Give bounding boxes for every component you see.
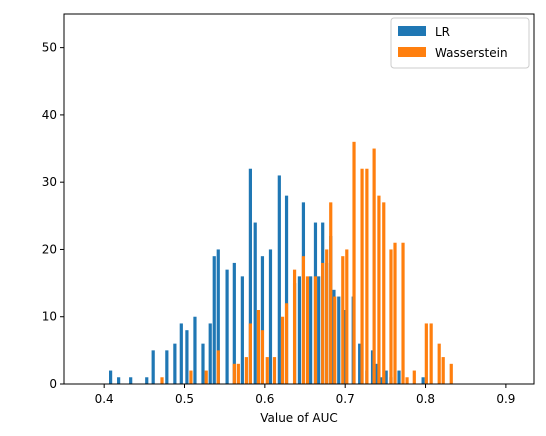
bar-wasserstein bbox=[216, 350, 220, 384]
bar-lr bbox=[225, 269, 229, 384]
bar-lr bbox=[309, 276, 313, 384]
bar-lr bbox=[337, 296, 341, 384]
bar-wasserstein bbox=[405, 377, 409, 384]
bar-wasserstein bbox=[313, 276, 318, 384]
y-tick-label: 10 bbox=[42, 310, 57, 324]
bar-wasserstein bbox=[329, 202, 333, 384]
bar-wasserstein bbox=[272, 357, 277, 384]
bar-lr bbox=[185, 330, 189, 384]
bar-wasserstein bbox=[352, 141, 356, 384]
bar-lr bbox=[268, 249, 273, 384]
bar-lr bbox=[212, 256, 216, 384]
x-axis: 0.4 0.5 0.6 0.7 0.8 0.9 bbox=[95, 384, 515, 406]
y-tick-label: 40 bbox=[42, 108, 57, 122]
bar-wasserstein bbox=[204, 370, 208, 384]
bar-lr bbox=[145, 377, 149, 384]
bar-lr bbox=[165, 350, 169, 384]
x-tick-label: 0.7 bbox=[336, 392, 355, 406]
bar-lr bbox=[260, 256, 265, 384]
bar-lr bbox=[370, 350, 375, 384]
bar-wasserstein bbox=[284, 303, 289, 384]
bar-wasserstein bbox=[437, 343, 441, 384]
legend-swatch-wasserstein bbox=[398, 47, 426, 57]
bar-wasserstein bbox=[260, 330, 265, 384]
bar-lr bbox=[374, 363, 379, 384]
bar-wasserstein bbox=[248, 323, 252, 384]
bar-wasserstein bbox=[265, 357, 269, 384]
bar-wasserstein bbox=[325, 249, 329, 384]
bar-wasserstein bbox=[160, 377, 164, 384]
bar-wasserstein bbox=[424, 323, 428, 384]
bar-lr bbox=[317, 276, 321, 384]
legend-label-wasserstein: Wasserstein bbox=[435, 46, 508, 60]
bar-lr bbox=[117, 377, 121, 384]
bar-wasserstein bbox=[321, 262, 325, 384]
bar-wasserstein bbox=[372, 148, 376, 384]
bar-lr bbox=[151, 350, 155, 384]
bar-wasserstein bbox=[301, 256, 306, 384]
plot-frame bbox=[63, 13, 535, 385]
x-tick-label: 0.5 bbox=[175, 392, 194, 406]
bar-lr bbox=[193, 316, 197, 384]
bar-wasserstein bbox=[441, 357, 445, 384]
bar-lr bbox=[208, 323, 212, 384]
bar-lr bbox=[253, 222, 257, 384]
bar-wasserstein bbox=[189, 370, 193, 384]
legend: LR Wasserstein bbox=[390, 17, 530, 69]
y-axis: 0 10 20 30 40 50 bbox=[42, 41, 64, 391]
bar-lr bbox=[248, 168, 252, 384]
bar-lr bbox=[384, 370, 388, 384]
bars-layer bbox=[109, 141, 453, 384]
legend-swatch-lr bbox=[398, 26, 426, 36]
y-tick-label: 50 bbox=[42, 41, 57, 55]
legend-box bbox=[390, 17, 530, 69]
bar-lr bbox=[129, 377, 133, 384]
bar-wasserstein bbox=[345, 249, 349, 384]
x-tick-label: 0.9 bbox=[496, 392, 515, 406]
bar-lr bbox=[240, 276, 244, 384]
bar-lr bbox=[216, 249, 220, 384]
bar-wasserstein bbox=[333, 296, 337, 384]
x-tick-label: 0.4 bbox=[95, 392, 114, 406]
bar-wasserstein bbox=[393, 242, 397, 384]
x-tick-label: 0.6 bbox=[255, 392, 274, 406]
bar-lr bbox=[379, 377, 383, 384]
bar-lr bbox=[109, 370, 113, 384]
x-axis-label: Value of AUC bbox=[260, 411, 338, 425]
bar-lr bbox=[284, 195, 289, 384]
bar-wasserstein bbox=[341, 256, 345, 384]
bar-wasserstein bbox=[305, 276, 310, 384]
bar-wasserstein bbox=[256, 310, 261, 384]
bar-wasserstein bbox=[232, 363, 236, 384]
bar-lr bbox=[358, 343, 362, 384]
x-tick-label: 0.8 bbox=[416, 392, 435, 406]
bar-wasserstein bbox=[360, 168, 364, 384]
bar-wasserstein bbox=[382, 202, 386, 384]
bar-wasserstein bbox=[401, 242, 405, 384]
bar-wasserstein bbox=[292, 269, 297, 384]
bar-wasserstein bbox=[377, 195, 381, 384]
bar-wasserstein bbox=[429, 323, 433, 384]
bar-lr bbox=[201, 343, 205, 384]
bar-wasserstein bbox=[244, 357, 248, 384]
bar-wasserstein bbox=[236, 363, 240, 384]
bar-lr bbox=[173, 343, 177, 384]
bar-lr bbox=[297, 276, 301, 384]
y-tick-label: 20 bbox=[42, 242, 57, 256]
bar-wasserstein bbox=[365, 168, 369, 384]
bar-lr bbox=[179, 323, 183, 384]
bar-wasserstein bbox=[449, 363, 453, 384]
legend-label-lr: LR bbox=[435, 25, 450, 39]
bar-wasserstein bbox=[280, 316, 285, 384]
y-tick-label: 30 bbox=[42, 175, 57, 189]
bar-wasserstein bbox=[389, 249, 393, 384]
y-tick-label: 0 bbox=[49, 377, 57, 391]
bar-lr bbox=[397, 370, 401, 384]
bar-lr bbox=[277, 175, 281, 384]
bar-lr bbox=[232, 262, 236, 384]
bar-wasserstein bbox=[412, 370, 416, 384]
bar-lr bbox=[421, 377, 425, 384]
